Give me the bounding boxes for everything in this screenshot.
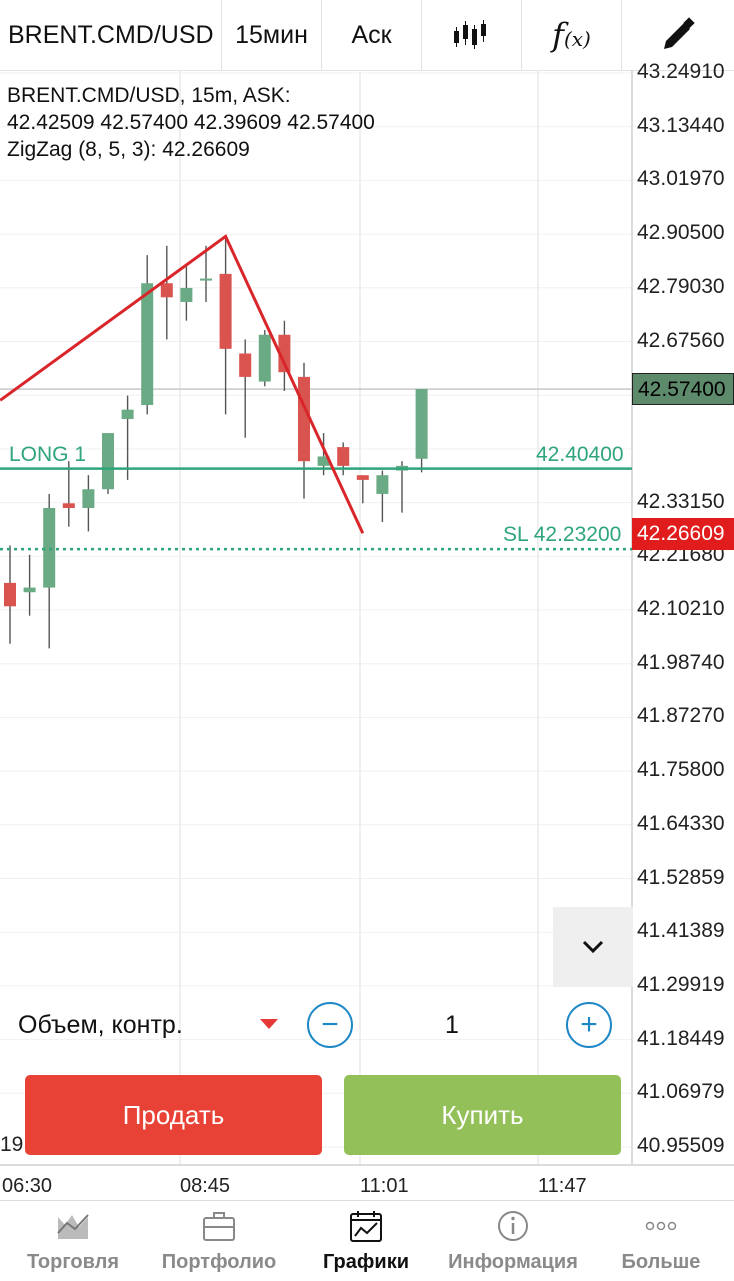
price-type-label: Аск — [351, 20, 392, 49]
volume-dropdown-caret[interactable] — [260, 1019, 278, 1029]
candle-body — [415, 389, 428, 459]
bottom-navigation: Торговля Портфолио Графики Информация Бо… — [0, 1200, 734, 1281]
price-axis-label: 42.79030 — [637, 274, 725, 298]
price-axis-label: 41.98740 — [637, 650, 725, 674]
briefcase-icon — [203, 1212, 235, 1241]
chart-toolbar: BRENT.CMD/USD 15мин Аск f(x) — [0, 0, 734, 71]
chart-type-button[interactable] — [422, 0, 522, 70]
candle-body — [102, 433, 114, 490]
candle-body — [239, 353, 252, 377]
candle-body — [141, 283, 154, 405]
zigzag-value: ZigZag (8, 5, 3): 42.26609 — [7, 138, 250, 161]
nav-charts[interactable]: Графики — [293, 1201, 439, 1281]
symbol-selector[interactable]: BRENT.CMD/USD — [0, 0, 222, 70]
increase-volume-button[interactable]: + — [566, 1002, 612, 1048]
time-label: 11:01 — [360, 1175, 409, 1197]
price-axis-label: 43.01970 — [637, 167, 725, 191]
zigzag-price-badge: 42.26609 — [632, 518, 734, 550]
candle-body — [356, 475, 369, 480]
candle-body — [23, 587, 36, 593]
sl-level-label: SL 42.23200 — [503, 523, 622, 546]
price-axis-label: 42.90500 — [637, 221, 725, 245]
volume-row: Объем, контр. − 1 + — [0, 985, 632, 1070]
volume-value[interactable]: 1 — [445, 1011, 459, 1039]
price-axis-label: 41.52859 — [637, 865, 725, 889]
candle-body — [258, 334, 271, 382]
price-axis-label: 41.18449 — [637, 1026, 725, 1050]
price-axis-label: 43.13440 — [637, 113, 725, 137]
nav-label: Портфолио — [161, 1251, 277, 1273]
candle-body — [298, 376, 310, 462]
decrease-volume-button[interactable]: − — [307, 1002, 353, 1048]
nav-trading[interactable]: Торговля — [0, 1201, 146, 1281]
price-axis-label: 40.95509 — [637, 1134, 725, 1157]
price-axis-label: 42.33150 — [637, 489, 725, 513]
axis-fragment: 19 — [0, 1133, 24, 1156]
candle-body — [200, 278, 212, 281]
time-label: 08:45 — [180, 1175, 231, 1197]
plus-icon: + — [580, 1008, 598, 1041]
price-chart[interactable] — [0, 0, 734, 1200]
nav-label: Графики — [322, 1251, 409, 1273]
buy-button[interactable]: Купить — [344, 1075, 621, 1155]
price-type-selector[interactable]: Аск — [322, 0, 422, 70]
zigzag-line — [0, 234, 365, 534]
nav-label: Торговля — [26, 1251, 120, 1273]
nav-label: Больше — [621, 1251, 701, 1273]
price-axis-label: 43.24910 — [637, 60, 725, 83]
time-label: 11:47 — [538, 1175, 587, 1197]
timeframe-selector[interactable]: 15мин — [222, 0, 322, 70]
price-axis-label: 41.06979 — [637, 1080, 725, 1104]
price-axis-label: 41.41389 — [637, 919, 725, 943]
price-axis-label: 41.87270 — [637, 704, 725, 728]
nav-more[interactable]: Больше — [588, 1201, 734, 1281]
current-price-badge: 42.57400 — [632, 373, 734, 405]
sell-button[interactable]: Продать — [25, 1075, 322, 1155]
candle-body — [4, 582, 16, 607]
ohlc-title: BRENT.CMD/USD, 15m, ASK: — [7, 84, 291, 107]
long-level-label: LONG 1 — [9, 443, 87, 466]
ohlc-values: 42.42509 42.57400 42.39609 42.57400 — [7, 111, 375, 134]
candle-body — [278, 334, 291, 373]
candle-body — [121, 409, 134, 420]
candle-body — [82, 489, 95, 508]
pencil-icon — [664, 17, 695, 49]
candle-body — [160, 283, 173, 298]
volume-label: Объем, контр. — [18, 1011, 183, 1039]
candle-body — [62, 503, 75, 508]
nav-portfolio[interactable]: Портфолио — [146, 1201, 292, 1281]
symbol-label: BRENT.CMD/USD — [8, 20, 214, 49]
candle-body — [219, 273, 232, 349]
candlestick-icon — [453, 20, 486, 49]
candle-body — [337, 447, 350, 466]
candle-body — [180, 287, 193, 302]
long-level-price: 42.40400 — [536, 443, 624, 466]
price-axis-label: 42.67560 — [637, 328, 725, 352]
candle-body — [43, 507, 56, 588]
indicators-button[interactable]: f(x) — [522, 0, 622, 70]
minus-icon: − — [321, 1008, 339, 1041]
info-icon — [498, 1211, 528, 1241]
more-icon — [645, 1221, 677, 1231]
nav-label: Информация — [448, 1251, 578, 1273]
nav-information[interactable]: Информация — [440, 1201, 586, 1281]
price-axis-label: 42.10210 — [637, 597, 725, 620]
collapse-panel-button[interactable] — [553, 907, 633, 987]
timeframe-label: 15мин — [235, 20, 308, 49]
candle-body — [376, 475, 389, 494]
drawing-tools-button[interactable] — [622, 0, 734, 70]
price-axis-label: 41.29919 — [637, 972, 725, 996]
candle-body — [317, 456, 330, 466]
chevron-down-icon — [582, 940, 604, 954]
price-axis-label: 41.64330 — [637, 811, 725, 835]
ohlc-info: BRENT.CMD/USD, 15m, ASK: 42.42509 42.574… — [7, 82, 375, 163]
trading-icon — [57, 1214, 89, 1239]
fx-icon: f(x) — [552, 16, 591, 54]
time-label: 06:30 — [2, 1175, 53, 1197]
chart-icon — [350, 1211, 382, 1242]
price-axis-label: 41.75800 — [637, 758, 725, 782]
